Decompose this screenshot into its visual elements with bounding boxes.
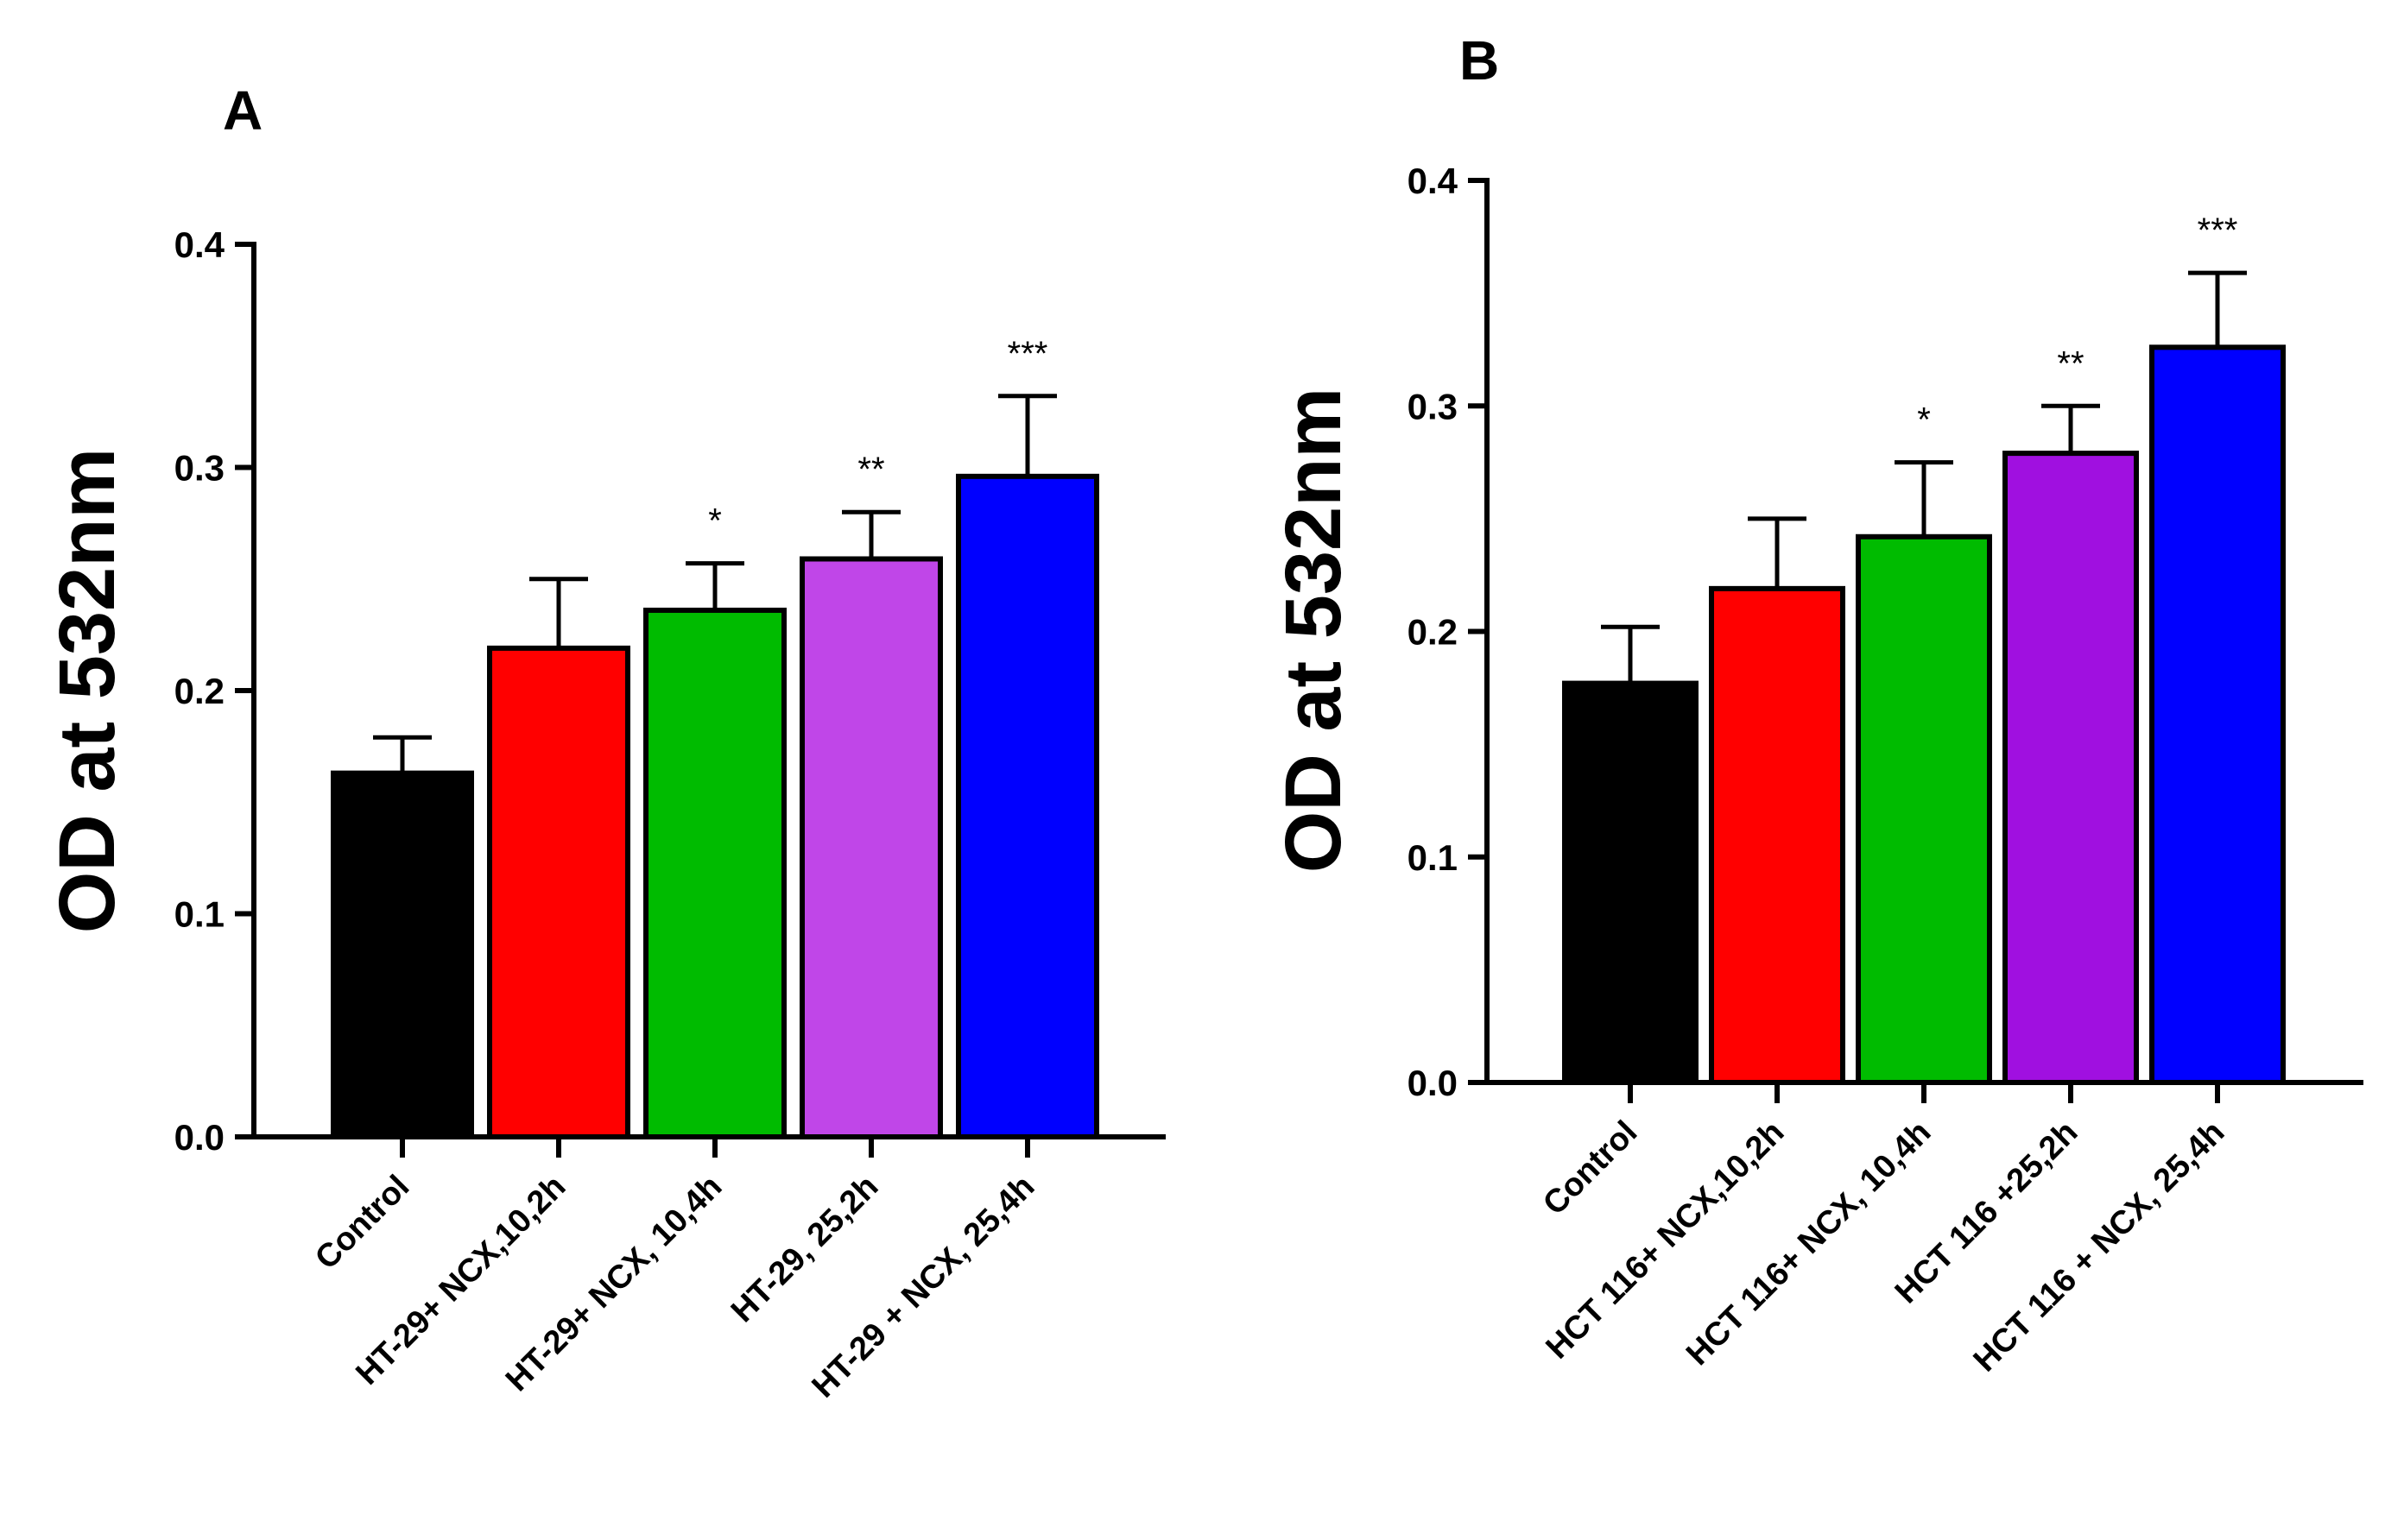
panel-b-x-tick-label: HCT 116 + NCX, 25,4h bbox=[1967, 1114, 2232, 1379]
panel-a-significance-label: *** bbox=[1008, 335, 1048, 373]
panel-a-bar-5 bbox=[956, 473, 1099, 1139]
panel-b-y-tick-label: 0.1 bbox=[1408, 837, 1458, 878]
panel-a-y-tick-label: 0.4 bbox=[174, 224, 225, 265]
panel-a-significance-label: ** bbox=[857, 451, 884, 489]
panel-b-significance-label: *** bbox=[2198, 211, 2238, 249]
panel-a-x-tick-label: Control bbox=[308, 1169, 416, 1277]
panel-b-bar-1 bbox=[1562, 680, 1699, 1086]
panel-b-letter: B bbox=[1459, 29, 1499, 92]
panel-a-significance-label: * bbox=[708, 502, 722, 540]
panel-a-bar-4 bbox=[800, 556, 943, 1139]
panel-b-y-axis-label: OD at 532nm bbox=[1269, 388, 1357, 873]
panel-a-bar-3 bbox=[643, 607, 787, 1139]
panel-a-letter: A bbox=[223, 79, 263, 142]
panel-a-y-tick-label: 0.2 bbox=[174, 671, 225, 711]
panel-b-x-tick-label: HCT 116+ NCX, 10,4h bbox=[1680, 1114, 1938, 1373]
panel-a-x-tick-label: HT-29, 25,2h bbox=[724, 1169, 886, 1330]
panel-a-y-tick-label: 0.3 bbox=[174, 448, 225, 489]
panel-b-y-tick-label: 0.3 bbox=[1408, 386, 1458, 426]
panel-b-significance-label: ** bbox=[2057, 344, 2084, 382]
panel-a-chart: A OD at 532nm 0.0 0.1 0.2 0.3 0.4 Control HT-29… bbox=[43, 79, 1166, 1405]
panel-b-y-tick-label: 0.2 bbox=[1408, 612, 1458, 653]
panel-b-significance-label: * bbox=[1917, 401, 1931, 439]
panel-a-y-tick-label: 0.1 bbox=[174, 894, 225, 935]
panel-a-y-tick-label: 0.0 bbox=[174, 1117, 225, 1158]
panel-b-x-tick-label: Control bbox=[1536, 1114, 1644, 1222]
panel-b-bar-2 bbox=[1709, 585, 1845, 1085]
panel-b-bar-4 bbox=[2002, 451, 2139, 1085]
panel-b-bar-5 bbox=[2149, 344, 2286, 1085]
panel-b-y-tick-label: 0.4 bbox=[1408, 161, 1458, 201]
panel-b-bar-3 bbox=[1856, 533, 1992, 1085]
panel-a-bar-2 bbox=[487, 645, 630, 1139]
panel-a-y-axis-label: OD at 532nm bbox=[43, 448, 131, 933]
panel-a-bar-1 bbox=[331, 770, 474, 1140]
panel-b-x-tick-label: HCT 116+ NCX,10,2h bbox=[1540, 1114, 1792, 1366]
panel-b-y-tick-label: 0.0 bbox=[1408, 1063, 1458, 1103]
